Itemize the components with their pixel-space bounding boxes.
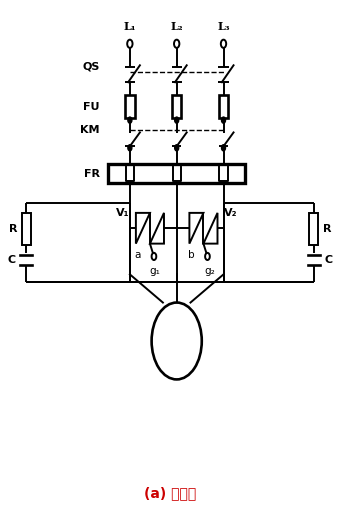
Circle shape xyxy=(128,145,132,151)
Circle shape xyxy=(175,145,179,151)
Text: FU: FU xyxy=(83,102,100,111)
Circle shape xyxy=(127,40,133,48)
Circle shape xyxy=(174,40,180,48)
Text: V₂: V₂ xyxy=(224,208,238,218)
Text: 3∼: 3∼ xyxy=(168,346,185,359)
Text: (a) 主回路: (a) 主回路 xyxy=(144,486,196,500)
Text: R: R xyxy=(323,224,331,234)
Text: M: M xyxy=(170,324,184,338)
Text: R: R xyxy=(9,224,17,234)
Text: C: C xyxy=(324,255,332,265)
Bar xyxy=(21,213,31,244)
Circle shape xyxy=(205,253,210,260)
Text: V₁: V₁ xyxy=(116,208,129,218)
Text: QS: QS xyxy=(82,62,100,72)
Text: a: a xyxy=(134,250,141,260)
Text: L₃: L₃ xyxy=(217,22,230,33)
Text: L₁: L₁ xyxy=(123,22,136,33)
Text: b: b xyxy=(188,250,194,260)
Circle shape xyxy=(128,117,132,123)
Text: L₂: L₂ xyxy=(170,22,183,33)
Bar xyxy=(108,164,245,183)
Circle shape xyxy=(175,117,179,123)
Circle shape xyxy=(221,40,226,48)
Circle shape xyxy=(152,303,202,379)
Bar xyxy=(219,95,228,118)
Text: g₂: g₂ xyxy=(205,266,216,276)
Bar xyxy=(309,213,319,244)
Bar xyxy=(172,95,181,118)
Circle shape xyxy=(221,145,225,151)
Circle shape xyxy=(152,253,156,260)
Text: FR: FR xyxy=(84,169,100,179)
Text: g₁: g₁ xyxy=(149,266,160,276)
Text: C: C xyxy=(8,255,16,265)
Circle shape xyxy=(221,117,225,123)
Text: KM: KM xyxy=(80,125,100,135)
Bar xyxy=(125,95,135,118)
